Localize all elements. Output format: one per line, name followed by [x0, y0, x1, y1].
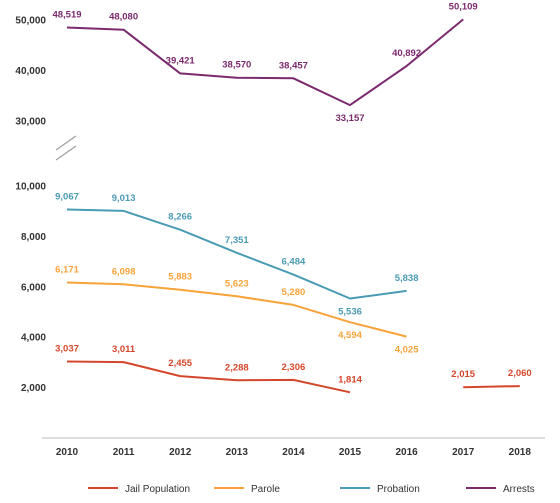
data-label-probation: 6,484	[282, 257, 306, 268]
y-tick-label: 40,000	[15, 66, 46, 77]
data-label-parole: 6,098	[112, 266, 136, 277]
data-label-arrests: 40,892	[392, 48, 421, 59]
legend-label-arrests: Arrests	[503, 484, 535, 495]
data-label-jail-population: 2,306	[282, 362, 306, 373]
data-label-arrests: 50,109	[449, 1, 478, 12]
axes: 2010 2011 2012 2013 2014 2015 2016 2017 2018 2,00…	[15, 16, 545, 458]
data-label-probation: 7,351	[225, 235, 249, 246]
x-tick-label: 2011	[113, 447, 135, 458]
data-label-arrests: 38,457	[279, 60, 308, 71]
x-tick-label: 2017	[452, 447, 475, 458]
x-tick-label: 2018	[509, 447, 532, 458]
data-label-jail-population: 2,288	[225, 362, 249, 373]
legend: Jail Population Parole Probation Arrests	[88, 484, 535, 495]
data-label-jail-population: 3,011	[112, 344, 136, 355]
data-label-parole: 4,025	[395, 345, 419, 356]
y-tick-label: 8,000	[21, 232, 46, 243]
data-label-arrests: 33,157	[335, 113, 364, 124]
series-line-probation	[66, 208, 407, 300]
data-label-jail-population: 2,455	[168, 358, 192, 369]
series-layer	[66, 18, 520, 394]
data-label-jail-population: 2,060	[508, 368, 532, 379]
series-line-jail-population	[463, 385, 520, 389]
data-label-parole: 6,171	[55, 264, 79, 275]
data-label-parole: 5,623	[225, 278, 249, 289]
x-tick-label: 2013	[226, 447, 249, 458]
series-line-jail-population	[66, 360, 351, 394]
data-label-probation: 8,266	[168, 212, 192, 223]
data-label-probation: 5,536	[338, 306, 362, 317]
data-label-arrests: 48,080	[109, 12, 138, 23]
series-line-arrests	[66, 18, 464, 107]
y-tick-label: 10,000	[15, 182, 46, 193]
data-label-arrests: 38,570	[222, 60, 251, 71]
legend-label-parole: Parole	[251, 484, 280, 495]
data-labels: 3,037 3,011 2,455 2,288 2,306 1,814 2,015 2,060…	[52, 1, 531, 385]
axis-break-mark	[55, 145, 77, 161]
data-label-parole: 4,594	[338, 330, 362, 341]
y-tick-label: 6,000	[21, 282, 46, 293]
data-label-jail-population: 1,814	[338, 374, 362, 385]
x-tick-label: 2010	[56, 447, 79, 458]
legend-label-jail-population: Jail Population	[125, 484, 190, 495]
data-label-jail-population: 3,037	[55, 343, 79, 354]
x-tick-label: 2015	[339, 447, 362, 458]
x-tick-label: 2016	[395, 447, 418, 458]
y-tick-label: 4,000	[21, 333, 46, 344]
x-tick-label: 2014	[282, 447, 305, 458]
y-tick-label: 50,000	[15, 16, 46, 27]
legend-label-probation: Probation	[377, 484, 420, 495]
data-label-arrests: 48,519	[52, 9, 81, 20]
y-tick-label: 30,000	[15, 117, 46, 128]
x-tick-label: 2012	[169, 447, 192, 458]
data-label-probation: 9,067	[55, 192, 79, 203]
data-label-arrests: 39,421	[166, 55, 196, 66]
data-label-probation: 9,013	[112, 193, 136, 204]
axis-break-mark	[55, 135, 77, 151]
data-label-probation: 5,838	[395, 273, 419, 284]
data-label-jail-population: 2,015	[451, 369, 475, 380]
y-tick-label: 2,000	[21, 383, 46, 394]
data-label-parole: 5,280	[282, 287, 306, 298]
series-line-parole	[66, 281, 407, 338]
data-label-parole: 5,883	[168, 272, 192, 283]
